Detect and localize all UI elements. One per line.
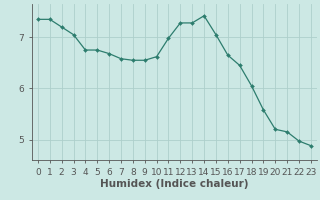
X-axis label: Humidex (Indice chaleur): Humidex (Indice chaleur) <box>100 179 249 189</box>
